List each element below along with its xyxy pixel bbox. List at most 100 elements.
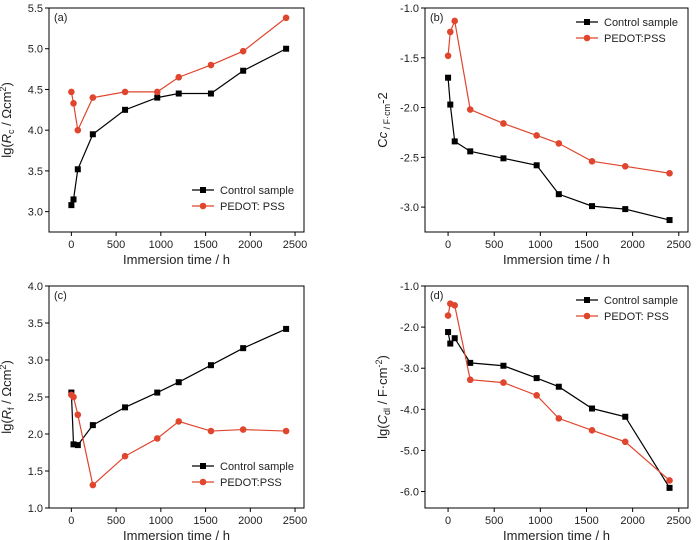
y-tick-label: 4.0 — [28, 281, 43, 293]
legend-marker — [583, 34, 591, 42]
data-point — [666, 484, 673, 491]
x-tick-label: 500 — [107, 515, 125, 527]
data-point — [282, 14, 290, 22]
legend-marker — [200, 463, 206, 469]
data-point — [533, 375, 540, 382]
y-tick-label: 5.0 — [28, 44, 43, 56]
data-point — [555, 383, 562, 390]
data-point — [121, 452, 129, 460]
data-point — [283, 325, 290, 332]
data-point — [207, 427, 215, 435]
y-tick-label: -5.0 — [400, 445, 419, 457]
y-tick-label: 1.5 — [28, 466, 43, 478]
y-tick-label: 4.0 — [28, 125, 43, 137]
legend-marker — [583, 312, 591, 320]
legend-label: PEDOT:PSS — [220, 477, 282, 489]
data-point — [239, 426, 247, 433]
data-point — [447, 101, 454, 108]
data-point — [121, 88, 129, 96]
data-point — [444, 52, 452, 60]
data-point — [588, 427, 596, 434]
panel-label: (c) — [54, 290, 67, 302]
legend-marker — [199, 478, 207, 486]
legend-label: Control sample — [604, 17, 678, 29]
data-point — [466, 376, 474, 384]
data-point — [207, 61, 215, 69]
panel-2: 0 500 1000 1500 2000 2500 -3.0 -2.5 -2.0 -1.5 -1.0… — [375, 3, 691, 267]
panel-4: 0 500 1000 1500 2000 2500 -6.0 -5.0 -4.0 -3.0 -2.0… — [374, 281, 691, 540]
legend-entry: Control sample — [576, 17, 678, 29]
data-point — [89, 481, 97, 489]
data-point — [74, 411, 82, 419]
data-point — [500, 155, 507, 162]
data-point — [589, 405, 596, 412]
y-tick-label: 3.5 — [28, 166, 43, 178]
data-point — [447, 340, 454, 347]
data-point — [555, 191, 562, 198]
data-point — [466, 106, 474, 113]
data-point — [240, 67, 247, 74]
data-point — [622, 206, 629, 213]
data-point — [588, 158, 596, 165]
data-point — [283, 45, 290, 52]
series-pedot-pss — [444, 300, 673, 484]
legend-label: Control sample — [220, 461, 294, 473]
data-point — [207, 362, 214, 369]
x-tick-label: 500 — [485, 239, 503, 251]
data-point — [533, 392, 540, 399]
data-point — [282, 427, 290, 435]
data-point — [74, 166, 81, 173]
plot-frame — [424, 285, 689, 509]
data-point — [467, 359, 474, 366]
data-point — [451, 335, 458, 342]
data-point — [555, 415, 563, 422]
x-axis-title: Immersion time / h — [503, 252, 610, 267]
x-tick-label: 500 — [107, 239, 125, 251]
series-line — [447, 77, 670, 221]
legend: Control sample PEDOT:PSS — [192, 461, 294, 489]
data-point — [451, 17, 459, 25]
y-tick-label: 5.5 — [28, 3, 43, 15]
data-point — [621, 162, 629, 170]
x-tick-label: 1500 — [574, 515, 598, 527]
panel-1: 0 500 1000 1500 2000 2500 3.0 3.5 4.0 4.5 5.0 5.5 (a… — [0, 3, 307, 267]
series-line — [447, 331, 671, 489]
legend-marker — [200, 187, 206, 193]
data-point — [467, 148, 474, 155]
legend: Control sample PEDOT: PSS — [576, 295, 678, 323]
y-tick-label: 2.0 — [28, 429, 43, 441]
y-axis-title: lg(Rc / Ωcm2) — [0, 82, 16, 158]
series-control-sample — [445, 329, 673, 491]
data-point — [74, 442, 81, 449]
x-tick-label: 2500 — [667, 239, 691, 251]
series-pedot-pss — [68, 14, 290, 134]
y-tick-label: -1.0 — [400, 3, 419, 15]
series-control-sample — [68, 45, 290, 209]
x-axis-title: Immersion time / h — [503, 528, 610, 540]
data-point — [666, 217, 673, 224]
legend-entry: PEDOT: PSS — [576, 311, 669, 323]
data-point — [70, 441, 77, 448]
data-point — [451, 302, 459, 309]
legend-label: PEDOT:PSS — [604, 33, 666, 45]
legend-entry: Control sample — [192, 185, 294, 197]
series-line — [70, 48, 287, 206]
y-tick-label: -3.0 — [400, 202, 419, 214]
data-point — [666, 169, 673, 177]
y-tick-label: 2.5 — [28, 392, 43, 404]
series-line — [70, 328, 287, 446]
plot-frame — [48, 7, 305, 233]
x-tick-label: 1500 — [574, 239, 598, 251]
y-tick-label: 3.5 — [28, 318, 43, 330]
x-tick-label: 2500 — [667, 515, 691, 527]
legend-marker — [584, 19, 590, 25]
data-point — [500, 379, 507, 386]
data-point — [589, 203, 596, 210]
y-tick-label: -3.0 — [400, 363, 419, 375]
y-tick-label: -2.0 — [400, 103, 419, 115]
legend-label: PEDOT: PSS — [604, 311, 669, 323]
y-tick-label: -2.0 — [400, 322, 419, 334]
y-tick-label: -1.5 — [400, 53, 419, 65]
panel-label: (b) — [430, 12, 443, 24]
data-point — [89, 94, 97, 101]
